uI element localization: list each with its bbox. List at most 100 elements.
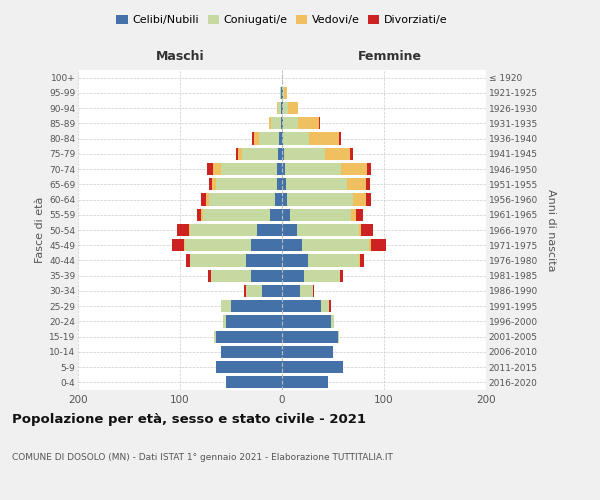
- Bar: [282, 376, 328, 388]
- Bar: [371, 239, 386, 252]
- Bar: [279, 132, 282, 144]
- Bar: [277, 163, 282, 175]
- Bar: [361, 224, 373, 236]
- Bar: [298, 117, 319, 130]
- Bar: [282, 102, 283, 114]
- Bar: [288, 102, 298, 114]
- Bar: [172, 239, 184, 252]
- Bar: [206, 163, 212, 175]
- Bar: [338, 330, 339, 343]
- Bar: [301, 285, 313, 297]
- Bar: [365, 194, 371, 205]
- Bar: [283, 132, 308, 144]
- Bar: [340, 270, 343, 282]
- Bar: [197, 208, 202, 221]
- Bar: [308, 254, 359, 266]
- Bar: [281, 87, 282, 99]
- Bar: [247, 254, 282, 266]
- Bar: [313, 285, 314, 297]
- Bar: [284, 87, 287, 99]
- Bar: [287, 194, 353, 205]
- Bar: [282, 270, 304, 282]
- Bar: [209, 194, 275, 205]
- Bar: [251, 239, 282, 252]
- Bar: [331, 316, 334, 328]
- Text: Femmine: Femmine: [358, 50, 422, 62]
- Bar: [282, 346, 333, 358]
- Bar: [352, 208, 356, 221]
- Bar: [203, 208, 270, 221]
- Bar: [282, 208, 290, 221]
- Bar: [221, 346, 282, 358]
- Bar: [284, 148, 325, 160]
- Text: Maschi: Maschi: [155, 50, 205, 62]
- Bar: [365, 178, 370, 190]
- Bar: [202, 208, 203, 221]
- Bar: [282, 178, 286, 190]
- Bar: [282, 117, 283, 130]
- Bar: [282, 330, 338, 343]
- Bar: [184, 239, 185, 252]
- Bar: [359, 254, 364, 266]
- Bar: [341, 163, 367, 175]
- Bar: [259, 132, 279, 144]
- Bar: [281, 117, 282, 130]
- Bar: [277, 102, 278, 114]
- Bar: [359, 224, 361, 236]
- Bar: [302, 239, 369, 252]
- Bar: [282, 239, 302, 252]
- Bar: [369, 239, 371, 252]
- Bar: [282, 285, 301, 297]
- Y-axis label: Fasce di età: Fasce di età: [35, 197, 45, 263]
- Bar: [283, 102, 288, 114]
- Bar: [209, 178, 212, 190]
- Bar: [282, 132, 283, 144]
- Bar: [216, 330, 282, 343]
- Bar: [282, 316, 331, 328]
- Bar: [190, 254, 247, 266]
- Bar: [350, 148, 353, 160]
- Bar: [281, 102, 282, 114]
- Bar: [185, 239, 251, 252]
- Bar: [202, 194, 206, 205]
- Bar: [177, 224, 189, 236]
- Bar: [356, 208, 362, 221]
- Bar: [282, 361, 343, 373]
- Bar: [329, 300, 331, 312]
- Bar: [270, 208, 282, 221]
- Bar: [283, 87, 284, 99]
- Bar: [278, 102, 281, 114]
- Bar: [280, 87, 281, 99]
- Bar: [231, 300, 282, 312]
- Bar: [208, 270, 211, 282]
- Bar: [325, 148, 350, 160]
- Bar: [290, 208, 352, 221]
- Bar: [254, 132, 259, 144]
- Bar: [347, 178, 365, 190]
- Bar: [282, 148, 284, 160]
- Bar: [251, 270, 282, 282]
- Bar: [212, 178, 216, 190]
- Bar: [253, 132, 254, 144]
- Bar: [269, 117, 271, 130]
- Bar: [244, 285, 247, 297]
- Bar: [262, 285, 282, 297]
- Bar: [226, 316, 282, 328]
- Bar: [308, 132, 339, 144]
- Bar: [339, 132, 341, 144]
- Bar: [282, 254, 308, 266]
- Text: COMUNE DI DOSOLO (MN) - Dati ISTAT 1° gennaio 2021 - Elaborazione TUTTITALIA.IT: COMUNE DI DOSOLO (MN) - Dati ISTAT 1° ge…: [12, 452, 393, 462]
- Bar: [186, 254, 190, 266]
- Bar: [189, 224, 190, 236]
- Bar: [216, 178, 277, 190]
- Bar: [223, 316, 226, 328]
- Bar: [238, 148, 242, 160]
- Bar: [190, 224, 257, 236]
- Bar: [298, 224, 359, 236]
- Bar: [236, 148, 238, 160]
- Legend: Celibi/Nubili, Coniugati/e, Vedovi/e, Divorziati/e: Celibi/Nubili, Coniugati/e, Vedovi/e, Di…: [112, 10, 452, 30]
- Bar: [286, 178, 347, 190]
- Bar: [275, 194, 282, 205]
- Bar: [282, 194, 287, 205]
- Bar: [214, 330, 216, 343]
